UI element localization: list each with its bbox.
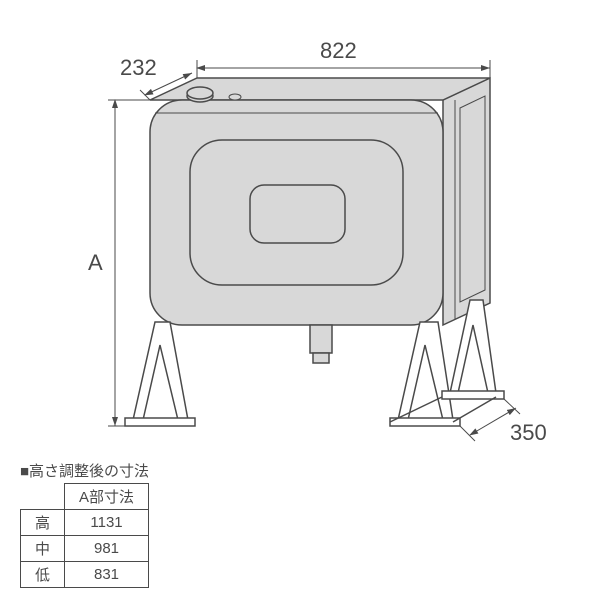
table-title: ■高さ調整後の寸法 (20, 460, 149, 481)
height-table: A部寸法 高 1131 中 981 低 831 (20, 483, 149, 588)
dim-leg: 350 (510, 420, 547, 445)
table-header: A部寸法 (65, 484, 149, 510)
dimension-table: ■高さ調整後の寸法 A部寸法 高 1131 中 981 低 831 (20, 460, 149, 588)
table-row: 低 831 (21, 562, 149, 588)
dim-height: A (88, 250, 103, 275)
table-row: 高 1131 (21, 510, 149, 536)
dim-width: 822 (320, 38, 357, 63)
table-row: 中 981 (21, 536, 149, 562)
tank-body (150, 78, 490, 325)
drain-pipe (310, 325, 332, 363)
dim-depth: 232 (120, 55, 157, 80)
